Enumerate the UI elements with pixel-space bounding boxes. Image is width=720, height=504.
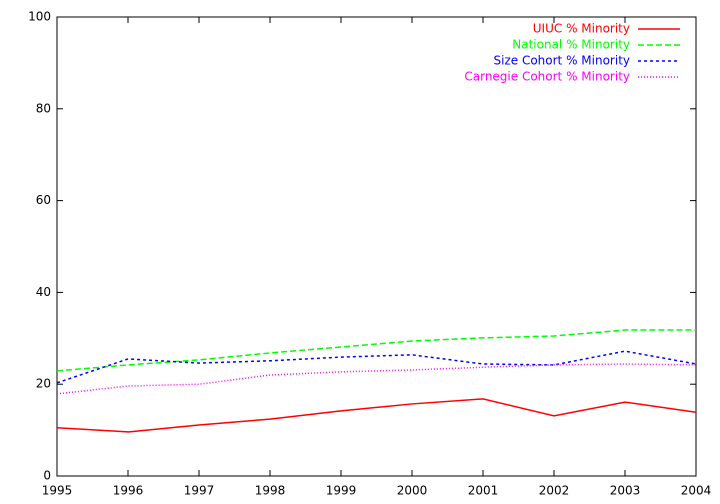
series-line	[56, 398, 697, 433]
legend-label: Carnegie Cohort % Minority	[464, 70, 630, 84]
series-line	[56, 329, 696, 372]
x-tick-label: 2001	[468, 484, 499, 498]
y-tick-label: 40	[36, 285, 51, 299]
legend-label: Size Cohort % Minority	[494, 54, 631, 68]
x-tick-label: 1997	[184, 484, 215, 498]
x-tick-label: 2003	[610, 484, 641, 498]
y-tick-label: 80	[36, 101, 51, 115]
y-tick-label: 20	[36, 377, 51, 391]
y-tick-label: 100	[28, 10, 51, 24]
plot-frame	[56, 16, 697, 477]
legend-label: National % Minority	[512, 38, 630, 52]
series-line	[56, 350, 697, 384]
y-tick-label: 0	[43, 469, 51, 483]
x-tick-label: 1998	[255, 484, 286, 498]
x-tick-label: 2004	[681, 484, 712, 498]
x-tick-label: 1999	[326, 484, 357, 498]
x-tick-label: 2000	[397, 484, 428, 498]
series-line	[56, 363, 697, 395]
x-tick-label: 2002	[539, 484, 570, 498]
y-tick-label: 60	[36, 193, 51, 207]
x-tick-label: 1995	[42, 484, 73, 498]
legend-label: UIUC % Minority	[533, 22, 630, 36]
x-tick-label: 1996	[113, 484, 144, 498]
